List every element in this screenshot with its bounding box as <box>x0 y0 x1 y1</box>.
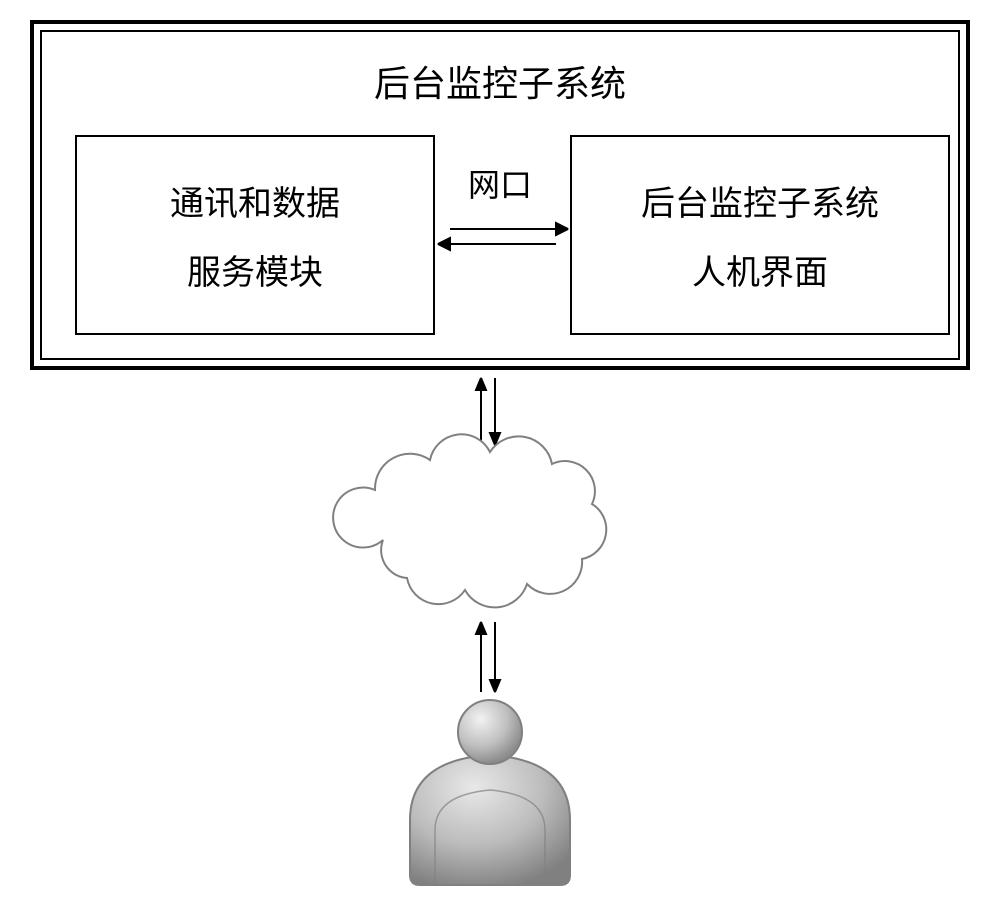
system-title: 后台监控子系统 <box>30 55 970 107</box>
hmi-module-box: 后台监控子系统 人机界面 <box>570 135 950 335</box>
comm-data-module-line1: 通讯和数据 <box>170 176 340 225</box>
cloud-label: 云计算 <box>400 508 586 557</box>
comm-data-module-line2: 服务模块 <box>187 245 323 294</box>
user-icon <box>410 700 570 885</box>
hmi-module-line1: 后台监控子系统 <box>641 176 879 225</box>
bidirectional-arrow-vertical-2 <box>476 622 500 692</box>
bidirectional-arrow-vertical-1 <box>476 378 500 445</box>
comm-data-module-box: 通讯和数据 服务模块 <box>75 135 435 335</box>
network-port-label: 网口 <box>440 160 560 206</box>
hmi-module-line2: 人机界面 <box>692 245 828 294</box>
